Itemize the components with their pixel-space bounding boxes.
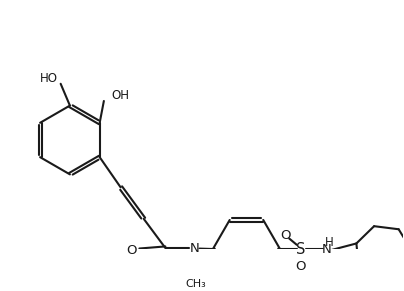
Text: HO: HO	[40, 72, 58, 85]
Text: N: N	[321, 243, 331, 256]
Text: N: N	[189, 242, 199, 255]
Text: OH: OH	[112, 89, 129, 102]
Text: O: O	[280, 229, 290, 242]
Text: CH₃: CH₃	[186, 279, 206, 289]
Text: O: O	[296, 260, 306, 273]
Text: S: S	[296, 242, 306, 257]
Text: H: H	[325, 236, 334, 249]
Text: O: O	[127, 244, 137, 257]
